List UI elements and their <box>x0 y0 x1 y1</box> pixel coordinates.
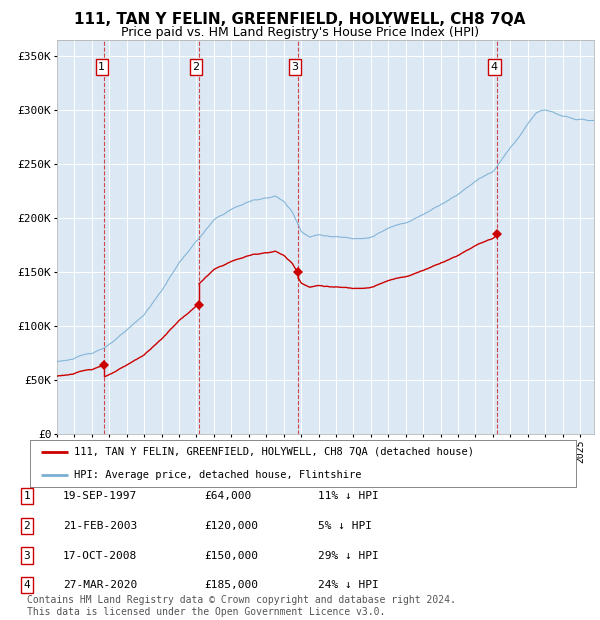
Text: 24% ↓ HPI: 24% ↓ HPI <box>318 580 379 590</box>
Text: HPI: Average price, detached house, Flintshire: HPI: Average price, detached house, Flin… <box>74 470 361 480</box>
Text: 4: 4 <box>23 580 31 590</box>
Text: £120,000: £120,000 <box>204 521 258 531</box>
Text: 1: 1 <box>23 491 31 501</box>
Text: Price paid vs. HM Land Registry's House Price Index (HPI): Price paid vs. HM Land Registry's House … <box>121 26 479 39</box>
Text: £185,000: £185,000 <box>204 580 258 590</box>
Text: 2: 2 <box>23 521 31 531</box>
Text: Contains HM Land Registry data © Crown copyright and database right 2024.
This d: Contains HM Land Registry data © Crown c… <box>27 595 456 617</box>
Text: 4: 4 <box>491 62 498 73</box>
Text: 111, TAN Y FELIN, GREENFIELD, HOLYWELL, CH8 7QA (detached house): 111, TAN Y FELIN, GREENFIELD, HOLYWELL, … <box>74 447 473 457</box>
Text: 2: 2 <box>193 62 200 73</box>
Text: 111, TAN Y FELIN, GREENFIELD, HOLYWELL, CH8 7QA: 111, TAN Y FELIN, GREENFIELD, HOLYWELL, … <box>74 12 526 27</box>
Text: 3: 3 <box>23 551 31 560</box>
Text: 27-MAR-2020: 27-MAR-2020 <box>63 580 137 590</box>
Text: £64,000: £64,000 <box>204 491 251 501</box>
Text: 17-OCT-2008: 17-OCT-2008 <box>63 551 137 560</box>
Text: 3: 3 <box>292 62 298 73</box>
Text: 29% ↓ HPI: 29% ↓ HPI <box>318 551 379 560</box>
Text: 11% ↓ HPI: 11% ↓ HPI <box>318 491 379 501</box>
Text: 21-FEB-2003: 21-FEB-2003 <box>63 521 137 531</box>
Text: 5% ↓ HPI: 5% ↓ HPI <box>318 521 372 531</box>
Text: 19-SEP-1997: 19-SEP-1997 <box>63 491 137 501</box>
Text: £150,000: £150,000 <box>204 551 258 560</box>
Text: 1: 1 <box>98 62 106 73</box>
